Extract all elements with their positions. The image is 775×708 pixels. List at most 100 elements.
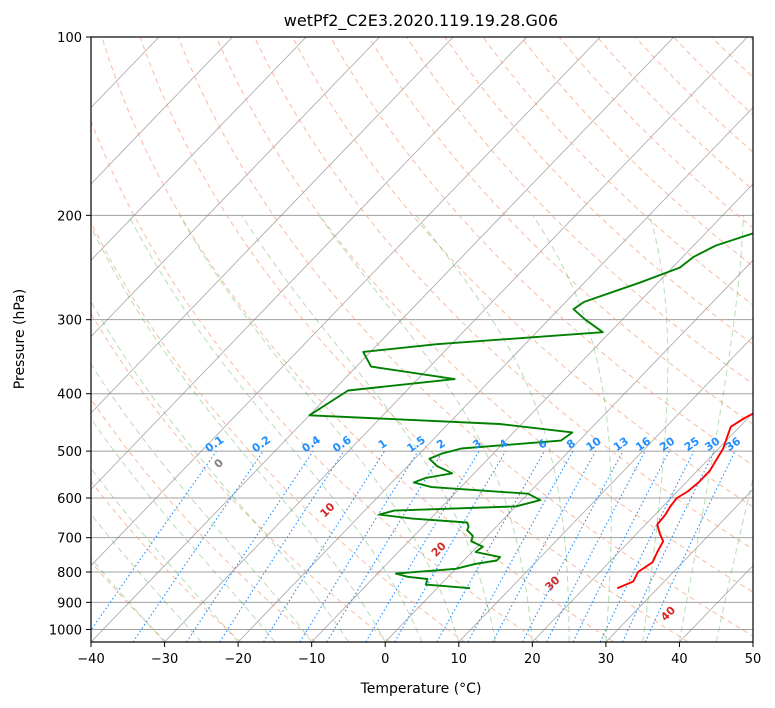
dry-adiabat-line (91, 561, 167, 642)
moist-adiabat-line (128, 215, 423, 642)
x-tick-label: −20 (224, 652, 251, 667)
moist-adiabat-line (91, 417, 276, 642)
mixing-ratio-line (326, 450, 444, 642)
isotherm-line (91, 37, 601, 567)
moist-adiabat-line (91, 300, 349, 642)
background-lines (0, 37, 753, 642)
dewpoint-profile-line (308, 232, 753, 590)
y-axis: 100 200 300 400 500 600 700 800 900 1000 (49, 31, 91, 638)
plot-frame (90, 36, 754, 643)
moist-adiabat-line (415, 214, 570, 642)
temperature-profile-line (616, 412, 753, 590)
dry-adiabat-line (91, 312, 391, 642)
isotherm-line (91, 37, 454, 414)
dry-adiabat-line (91, 480, 242, 642)
mixing-ratio-label: 0.1 (203, 433, 226, 455)
y-tick-label: 400 (57, 388, 82, 403)
isotherm-line (605, 488, 753, 642)
dry-adiabat-line (91, 119, 540, 642)
dry-adiabat-line (596, 37, 753, 191)
dry-adiabat-line (101, 37, 614, 642)
moist-adiabat-line (642, 215, 669, 642)
dry-adiabat-line (406, 37, 753, 385)
isotherm-line (91, 37, 380, 338)
isotherm-line (458, 336, 753, 642)
mixing-ratio-line (492, 450, 597, 642)
dry-adiabat-label: 0 (212, 456, 227, 471)
mixing-ratio-line (436, 450, 545, 642)
moist-adiabat-line (91, 225, 386, 642)
x-tick-label: 0 (381, 652, 389, 667)
x-tick-label: 40 (671, 652, 688, 667)
y-tick-label: 700 (57, 532, 82, 547)
x-axis-label: Temperature (°C) (360, 681, 482, 697)
mixing-ratio-line (91, 450, 217, 632)
x-tick-label: 50 (745, 652, 762, 667)
dry-adiabat-line (444, 37, 753, 345)
dry-adiabat-line (330, 37, 753, 466)
dry-adiabat-line (291, 37, 753, 508)
x-tick-label: −30 (151, 652, 178, 667)
x-tick-label: −40 (77, 652, 104, 667)
isotherm-line (311, 183, 753, 642)
dry-adiabat-label: 40 (658, 603, 678, 623)
moist-adiabat-line (318, 215, 533, 642)
isotherm-line (237, 106, 753, 642)
dry-adiabat-line (634, 37, 753, 153)
mixing-ratio-line (522, 450, 624, 642)
moist-adiabat-line (91, 363, 313, 642)
x-tick-label: 20 (524, 652, 541, 667)
y-tick-label: 800 (57, 566, 82, 581)
y-tick-label: 1000 (49, 623, 82, 638)
y-axis-label: Pressure (hPa) (12, 289, 28, 389)
y-tick-label: 100 (57, 31, 82, 46)
x-axis: −40 −30 −20 −10 0 10 20 30 40 50 (77, 642, 761, 667)
moist-adiabat-line (91, 557, 165, 642)
dry-adiabat-label: 10 (318, 500, 338, 520)
x-tick-label: 10 (451, 652, 468, 667)
moist-adiabat-line (532, 215, 612, 642)
mixing-ratio-line (299, 450, 419, 642)
y-tick-label: 500 (57, 445, 82, 460)
moist-adiabat-line (241, 215, 497, 642)
x-tick-label: 30 (598, 652, 615, 667)
isotherm-line (91, 37, 528, 490)
isotherm-line (91, 37, 307, 261)
moist-adiabat-line (91, 513, 202, 642)
mixing-ratio-label: 1 (376, 437, 390, 452)
dry-adiabat-line (711, 37, 753, 78)
dry-adiabat-label: 20 (429, 539, 449, 559)
isotherm-line (91, 37, 233, 185)
mixing-ratio-line (263, 450, 386, 642)
mixing-ratio-line (219, 450, 345, 642)
moist-adiabat-line (678, 215, 744, 642)
dry-adiabat-line (482, 37, 753, 306)
y-tick-label: 200 (57, 209, 82, 224)
chart-title: wetPf2_C2E3.2020.119.19.28.G06 (284, 11, 558, 31)
dry-adiabat-line (520, 37, 753, 267)
mixing-ratio-label: 0.6 (330, 433, 354, 455)
y-tick-label: 900 (57, 596, 82, 611)
dry-adiabat-line (139, 37, 689, 642)
line-labels: 0.1 0.2 0.4 0.6 1 1.5 2 3 4 6 8 10 13 16 20 25 30 3601020… (203, 433, 744, 624)
isotherm-line (752, 641, 753, 642)
mixing-ratio-line (546, 450, 646, 642)
mixing-ratio-label: 0.2 (250, 433, 273, 455)
isotherm-line (384, 259, 753, 642)
mixing-ratio-line (467, 450, 574, 642)
moist-adiabat-line (179, 215, 460, 642)
mixing-ratio-line (394, 450, 507, 642)
y-tick-label: 300 (57, 314, 82, 329)
y-tick-label: 600 (57, 492, 82, 507)
mixing-ratio-line (599, 450, 695, 642)
isotherm-line (91, 37, 675, 642)
x-tick-label: −10 (298, 652, 325, 667)
dry-adiabat-line (91, 221, 465, 642)
isotherm-line (532, 412, 753, 642)
moist-adiabat-line (715, 476, 753, 642)
mixing-ratio-label: 0.4 (299, 433, 323, 455)
mixing-ratio-line (186, 450, 314, 642)
isotherm-line (0, 37, 12, 642)
dry-adiabat-label: 30 (543, 573, 563, 593)
